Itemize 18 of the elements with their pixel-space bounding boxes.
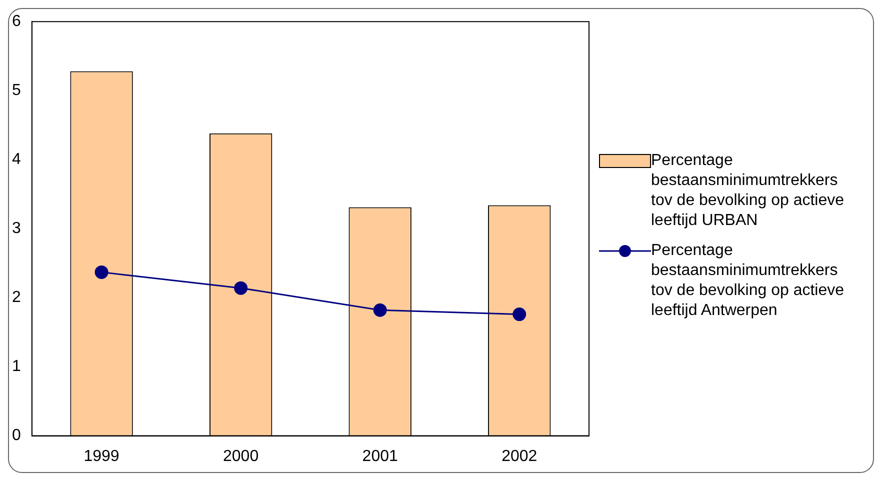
y-tick-label: 1 (12, 358, 21, 376)
point (373, 303, 387, 317)
y-tick-label: 3 (12, 220, 21, 238)
legend-label: Percentage bestaansminimumtrekkers tov de bevolking op actieve leeftijd Antwerpen (651, 240, 846, 320)
point (234, 281, 248, 295)
point (94, 265, 108, 279)
y-tick-label: 4 (12, 151, 21, 168)
x-tick-label: 2000 (223, 448, 259, 465)
x-tick-label: 2001 (362, 448, 398, 465)
y-tick-label: 6 (12, 13, 21, 30)
x-tick-label: 2002 (502, 448, 538, 465)
chart-frame: 1999 2000 2001 2002 0 1 2 3 4 5 6 Percentage bestaansminimumtrekkers tov de bevolking op actieve leeftijd URBAN Percentage bestaansminimumtrekkers tov de bevolking op actieve leeftijd Antwerpen (8, 8, 874, 473)
y-tick-label: 2 (12, 289, 21, 306)
x-tick-label: 1999 (84, 448, 120, 465)
point (512, 308, 526, 322)
y-tick-label: 0 (12, 427, 21, 444)
y-tick-label: 5 (12, 82, 21, 100)
legend-label: Percentage bestaansminimumtrekkers tov de bevolking op actieve leeftijd URBAN (651, 150, 846, 230)
